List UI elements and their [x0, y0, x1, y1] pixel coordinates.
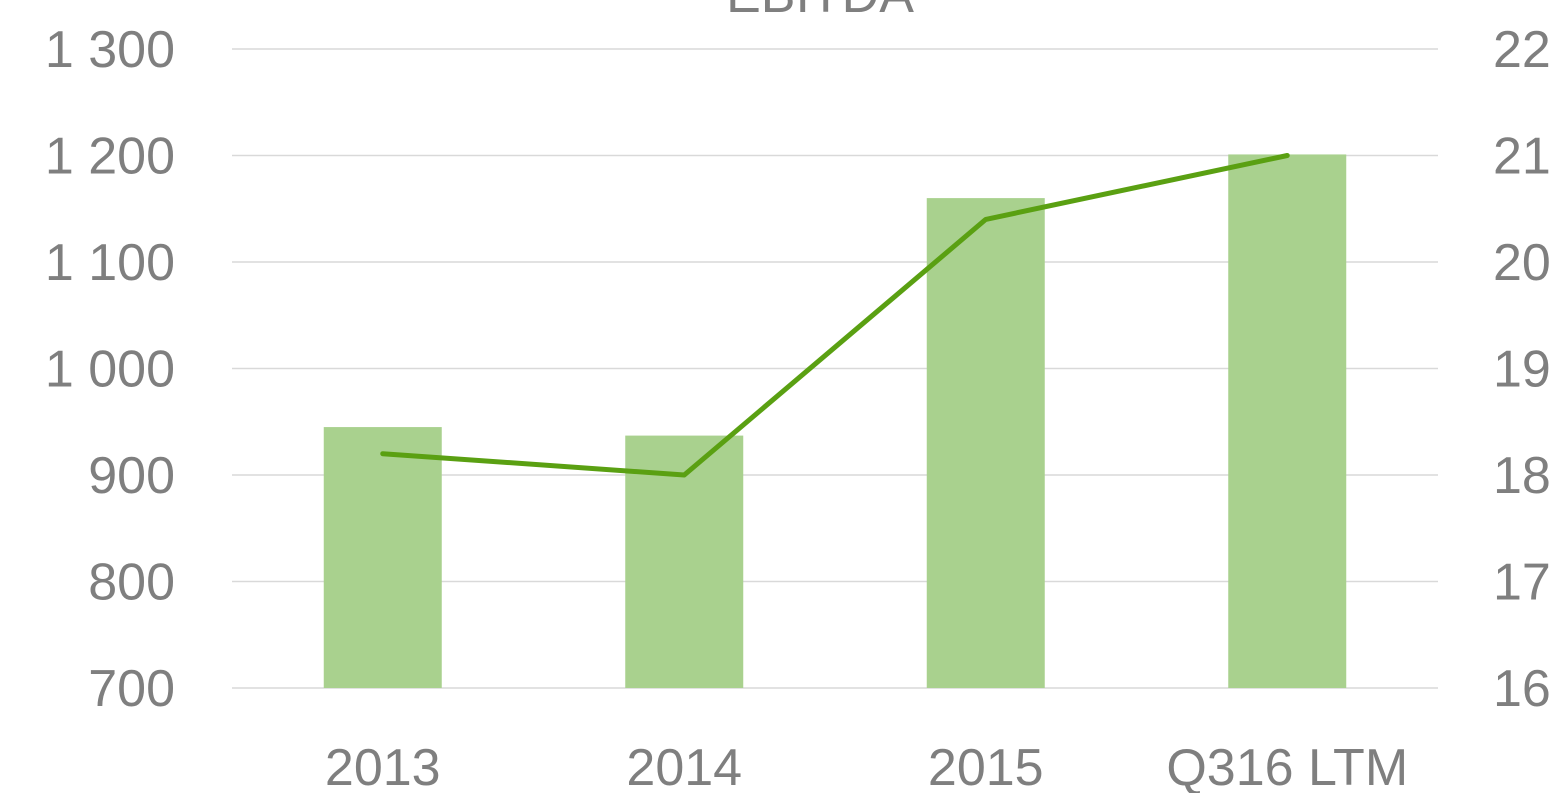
y2-tick-label: 18 [1493, 447, 1551, 505]
y-tick-label: 1 200 [45, 128, 175, 186]
y2-tick-label: 16 [1493, 660, 1551, 718]
y-tick-label: 700 [88, 660, 175, 718]
bar [926, 198, 1045, 688]
x-tick-label: Q316 LTM [1166, 739, 1408, 793]
x-tick-label: 2014 [626, 739, 742, 793]
line [380, 153, 1290, 478]
bar [625, 435, 744, 688]
chart-title: EBITDA [726, 0, 914, 24]
x-tick-label: 2013 [325, 739, 441, 793]
y2-tick-label: 20 [1493, 234, 1551, 292]
bar [1228, 154, 1347, 688]
y-tick-label: 900 [88, 447, 175, 505]
y-tick-label: 1 000 [45, 341, 175, 399]
y-tick-label: 800 [88, 554, 175, 612]
y-tick-label: 1 300 [45, 21, 175, 79]
y2-tick-label: 21 [1493, 128, 1551, 186]
y2-tick-label: 22 [1493, 21, 1551, 79]
y2-tick-label: 19 [1493, 341, 1551, 399]
y2-tick-label: 17 [1493, 554, 1551, 612]
x-tick-label: 2015 [928, 739, 1044, 793]
bar [323, 427, 442, 688]
y-tick-label: 1 100 [45, 234, 175, 292]
